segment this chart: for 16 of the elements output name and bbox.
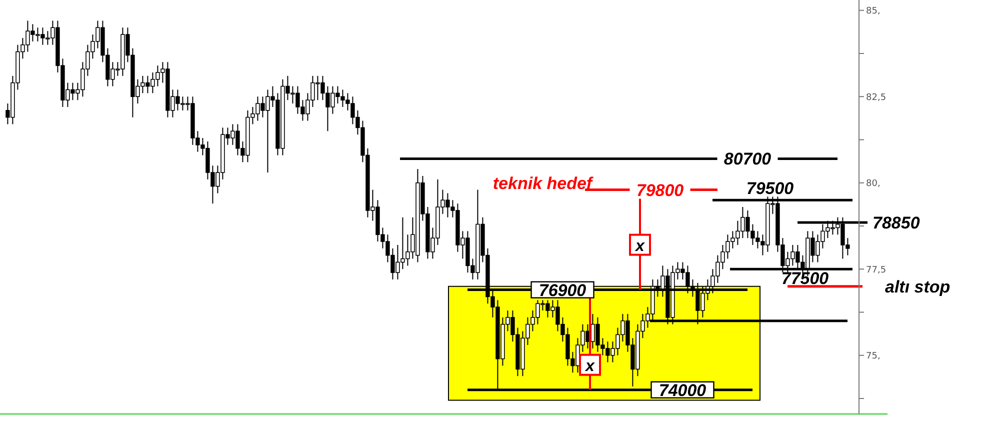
ref-line-label: 80700 — [724, 150, 772, 169]
ref-line-label: 78850 — [872, 214, 920, 233]
ref-line-label: altı stop — [885, 277, 950, 296]
y-tick-label: 75, — [866, 352, 880, 362]
y-tick-label: 77,5 — [866, 265, 886, 276]
annotation: teknik hedef — [492, 174, 594, 193]
annotation: x — [584, 358, 596, 375]
annotation: x — [634, 238, 646, 255]
ref-line-label: 77500 — [781, 269, 830, 288]
ref-line-label: 76900 — [538, 280, 587, 300]
ref-line-label: 79500 — [746, 179, 794, 198]
y-tick-label: 85, — [866, 6, 880, 17]
y-tick-label: 80, — [866, 179, 880, 190]
ref-line-label: 79800 — [636, 180, 684, 200]
y-tick-label: 82,5 — [866, 92, 886, 103]
ref-line-label: 74000 — [658, 380, 707, 400]
